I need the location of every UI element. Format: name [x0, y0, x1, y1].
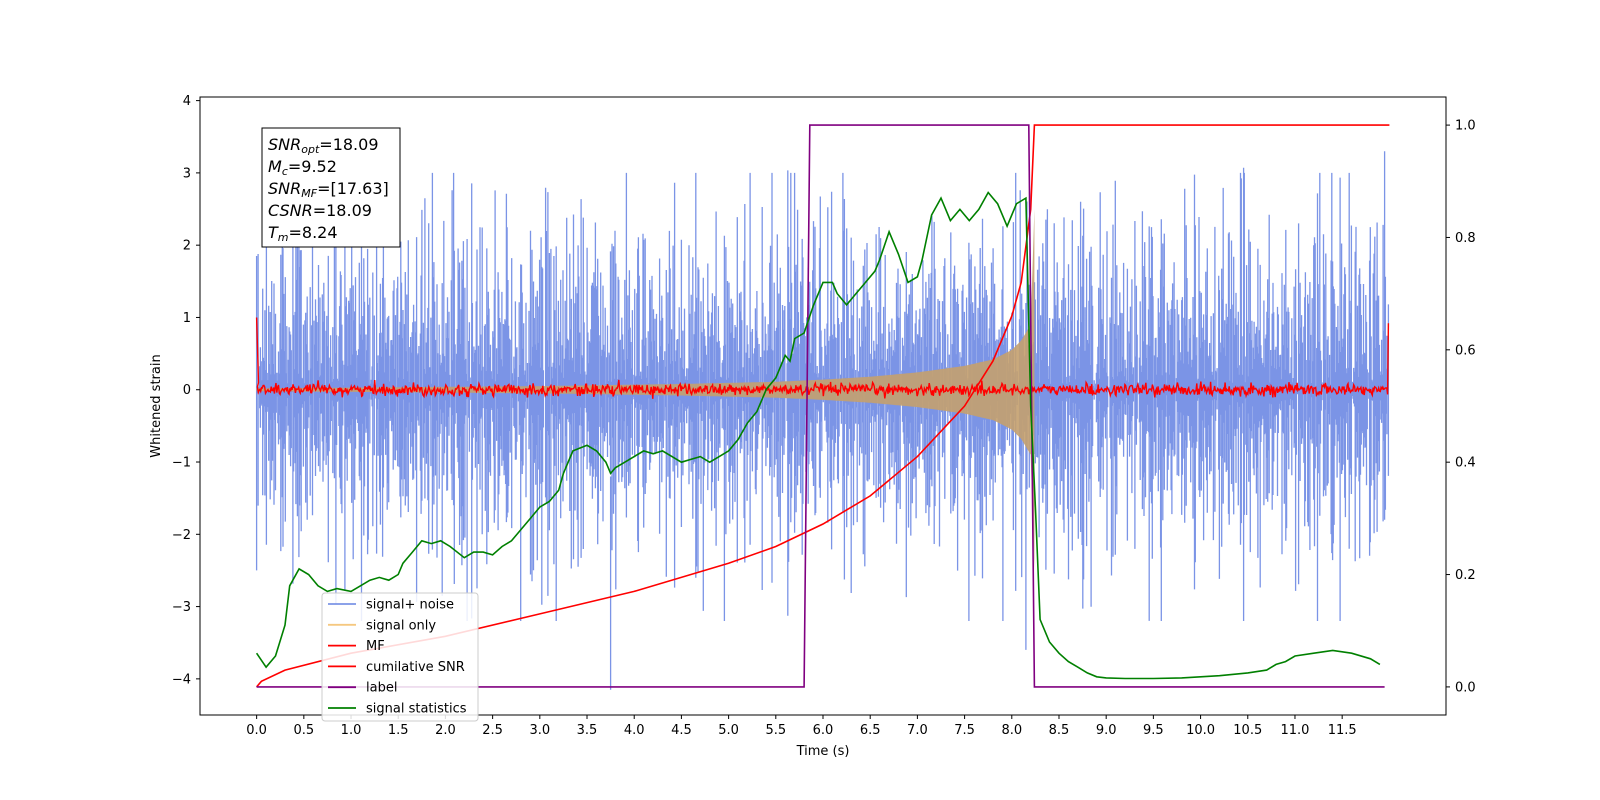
x-tick-label: 0.5	[293, 723, 314, 738]
series-signal-only	[256, 209, 1035, 571]
legend-entry: label	[366, 681, 397, 696]
x-tick-label: 4.0	[624, 723, 645, 738]
x-tick-label: 7.5	[954, 723, 975, 738]
legend-entry: signal only	[366, 618, 436, 633]
x-tick-label: 5.0	[718, 723, 739, 738]
y-axis-ticks: −4 −3 −2 −1 0 1 2 3 4	[172, 94, 200, 687]
y-tick-label: 4	[183, 94, 191, 109]
stat-line: SNRMF=[17.63]	[268, 179, 389, 200]
y2-tick-label: 0.8	[1455, 231, 1476, 246]
x-tick-label: 11.0	[1280, 723, 1309, 738]
x-tick-label: 6.0	[813, 723, 834, 738]
x-tick-label: 6.5	[860, 723, 881, 738]
y-axis-label: Whitened strain	[149, 354, 164, 457]
x-tick-label: 1.5	[388, 723, 409, 738]
legend-entry: MF	[366, 639, 385, 654]
x-tick-label: 9.5	[1143, 723, 1164, 738]
y-tick-label: 3	[183, 166, 191, 181]
x-tick-label: 4.5	[671, 723, 692, 738]
series-signal-statistics	[255, 191, 1381, 680]
y-tick-label: 2	[183, 239, 191, 254]
stat-line: SNRopt=18.09	[268, 135, 379, 156]
y-tick-label: −2	[172, 528, 191, 543]
legend-entry: signal statistics	[366, 702, 467, 717]
y-tick-label: 0	[183, 383, 191, 398]
legend: signal+ noise signal only MF cumilative SNR…	[321, 592, 479, 722]
x-tick-label: 7.0	[907, 723, 928, 738]
x-axis-ticks: 0.0 0.5 1.0 1.5 2.0 2.5 3.0 3.5 4.0 4.5 5.0 5.5 6.0 6…	[246, 715, 1357, 738]
series-mf	[255, 317, 1390, 399]
y-tick-label: 1	[183, 311, 191, 326]
stat-line: CSNR=18.09	[268, 201, 372, 220]
x-tick-label: 8.0	[1001, 723, 1022, 738]
legend-frame	[321, 592, 479, 722]
x-tick-label: 2.0	[435, 723, 456, 738]
y2-tick-label: 1.0	[1455, 119, 1476, 134]
y2-axis-ticks: 0.0 0.2 0.4 0.6 0.8 1.0	[1446, 119, 1476, 695]
x-tick-label: 2.5	[482, 723, 503, 738]
y2-tick-label: 0.0	[1455, 680, 1476, 695]
stats-annotation-box: SNRopt=18.09Mc=9.52SNRMF=[17.63]CSNR=18.…	[261, 127, 401, 248]
x-tick-label: 0.0	[246, 723, 267, 738]
x-tick-label: 9.0	[1096, 723, 1117, 738]
y-tick-label: −3	[172, 600, 191, 615]
x-axis-label: Time (s)	[796, 744, 850, 759]
legend-entry: cumilative SNR	[366, 660, 465, 675]
series-label	[256, 124, 1385, 688]
x-tick-label: 3.5	[577, 723, 598, 738]
x-tick-label: 10.5	[1233, 723, 1262, 738]
y2-tick-label: 0.6	[1455, 343, 1476, 358]
x-tick-label: 5.5	[765, 723, 786, 738]
x-tick-label: 8.5	[1049, 723, 1070, 738]
y2-tick-label: 0.4	[1455, 456, 1476, 471]
stats-box-frame	[261, 127, 401, 248]
legend-entry: signal+ noise	[366, 598, 454, 613]
y2-tick-label: 0.2	[1455, 568, 1476, 583]
x-tick-label: 10.0	[1186, 723, 1215, 738]
x-tick-label: 11.5	[1328, 723, 1357, 738]
y-tick-label: −1	[172, 456, 191, 471]
x-tick-label: 1.0	[341, 723, 362, 738]
stat-line: Mc=9.52	[268, 157, 337, 178]
stat-line: Tm=8.24	[268, 223, 338, 244]
y-tick-label: −4	[172, 672, 191, 687]
x-tick-label: 3.0	[529, 723, 550, 738]
